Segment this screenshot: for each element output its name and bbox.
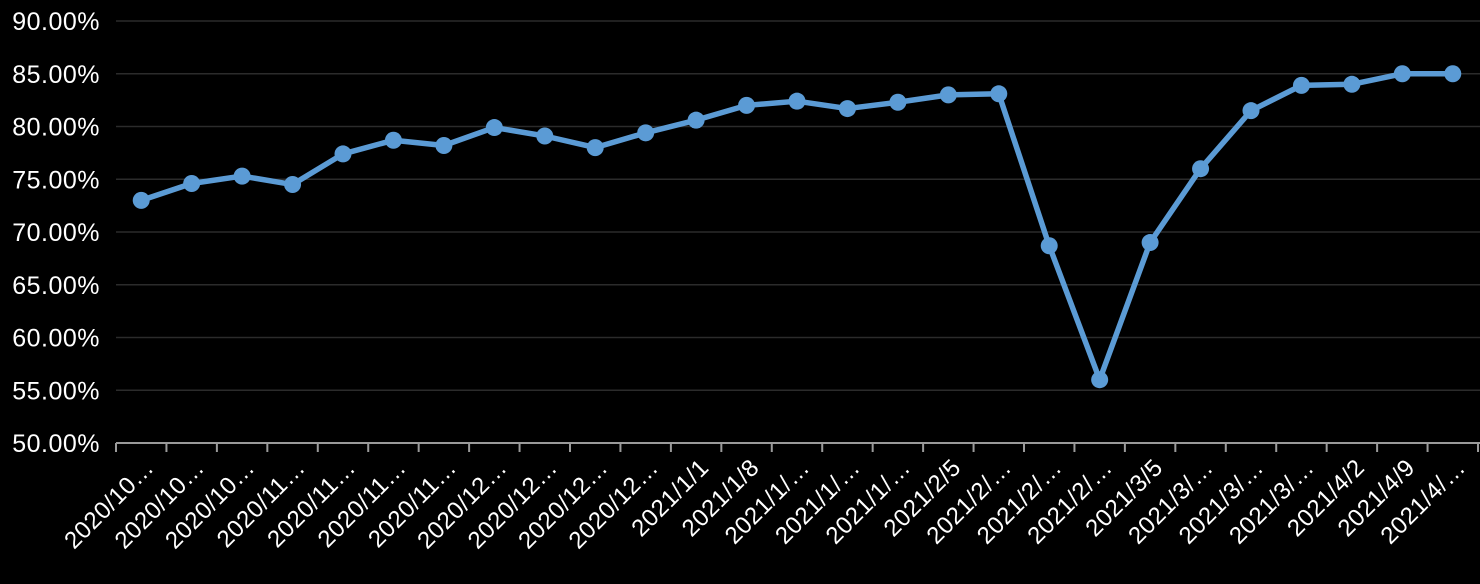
data-point-marker	[586, 139, 604, 157]
data-point-marker	[637, 124, 655, 142]
data-point-marker	[990, 85, 1008, 103]
data-point-marker	[384, 131, 402, 149]
data-point-marker	[132, 191, 150, 209]
data-point-marker	[233, 167, 251, 185]
y-axis-tick-label: 90.00%	[12, 8, 100, 36]
data-point-marker	[1192, 160, 1210, 178]
data-point-marker	[738, 96, 756, 114]
data-point-marker	[1141, 234, 1159, 252]
data-point-marker	[334, 145, 352, 163]
data-point-marker	[1242, 102, 1260, 120]
data-point-marker	[1292, 76, 1310, 94]
data-point-marker	[1393, 65, 1411, 83]
data-point-marker	[1040, 237, 1058, 255]
data-point-marker	[284, 176, 302, 194]
y-axis-tick-label: 80.00%	[12, 114, 100, 142]
y-axis-tick-label: 50.00%	[12, 430, 100, 458]
y-axis-tick-label: 85.00%	[12, 61, 100, 89]
y-axis-tick-label: 75.00%	[12, 166, 100, 194]
data-point-marker	[536, 127, 554, 145]
data-point-marker	[183, 174, 201, 192]
y-axis-tick-label: 60.00%	[12, 325, 100, 353]
data-point-marker	[1444, 65, 1462, 83]
y-axis-tick-label: 70.00%	[12, 219, 100, 247]
data-point-marker	[687, 111, 705, 129]
data-point-marker	[939, 86, 957, 104]
data-point-marker	[1343, 75, 1361, 93]
data-point-marker	[838, 100, 856, 118]
data-point-marker	[435, 136, 453, 154]
y-axis-tick-label: 65.00%	[12, 272, 100, 300]
data-point-marker	[889, 93, 907, 111]
data-point-marker	[788, 92, 806, 110]
data-point-marker	[485, 119, 503, 137]
y-axis-tick-label: 55.00%	[12, 377, 100, 405]
data-point-marker	[1091, 371, 1109, 389]
